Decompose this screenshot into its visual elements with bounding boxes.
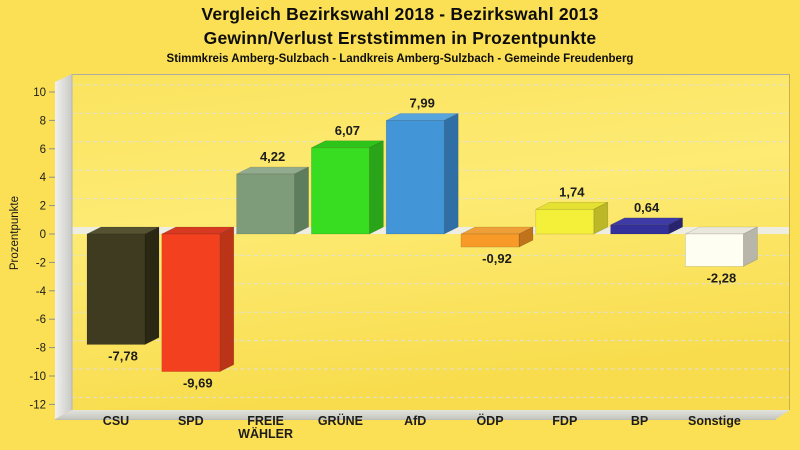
value-label: 7,99 [410, 96, 435, 111]
y-axis-title: Prozentpunkte [9, 196, 21, 271]
value-label: -0,92 [482, 251, 512, 266]
left-wall-3d [55, 74, 72, 419]
y-tick-label: -10 [29, 371, 46, 383]
bar-freiewhler-side [294, 166, 309, 235]
y-tick-label: -8 [36, 343, 46, 355]
chart-subtitle: Stimmkreis Amberg-Sulzbach - Landkreis A… [166, 53, 634, 65]
y-tick-label: 6 [40, 144, 46, 156]
floor-3d [55, 410, 790, 419]
x-category-label: SPD [178, 414, 204, 428]
value-label: 1,74 [559, 184, 585, 199]
y-tick-label: -6 [36, 314, 46, 326]
y-tick-label: 10 [33, 87, 46, 99]
y-tick-label: -2 [36, 257, 46, 269]
x-category-label: FREIE [247, 414, 284, 428]
x-category-label: WÄHLER [238, 426, 293, 441]
y-tick-label: 4 [40, 172, 47, 184]
chart-title-line1: Vergleich Bezirkswahl 2018 - Bezirkswahl… [201, 4, 599, 24]
value-label: 4,22 [260, 149, 285, 164]
value-label: 6,07 [335, 123, 360, 138]
bar-freiewhler-front [236, 173, 295, 235]
bar-afd-front [385, 120, 445, 235]
bar-sonstige-front [685, 233, 744, 267]
bar-dp-front [460, 233, 520, 248]
y-tick-label: 0 [40, 229, 46, 241]
bar-bp-front [610, 224, 669, 235]
bar-afd-side [443, 113, 459, 235]
y-tick-label: -4 [36, 286, 47, 298]
x-category-label: CSU [103, 414, 129, 428]
x-category-label: Sonstige [688, 414, 741, 428]
value-label: -2,28 [707, 270, 737, 285]
value-label: -7,78 [108, 348, 138, 363]
y-tick-label: 2 [40, 201, 46, 213]
chart-title-line2: Gewinn/Verlust Erststimmen in Prozentpun… [203, 28, 597, 48]
bar-grne-front [311, 147, 370, 235]
y-tick-label: 8 [40, 115, 46, 127]
bar-csu-side [144, 226, 160, 345]
x-category-label: BP [631, 414, 648, 428]
value-label: 0,64 [634, 200, 660, 215]
bar-fdp-front [535, 208, 595, 235]
y-tick-label: -12 [29, 399, 46, 411]
bar-spd-side [219, 226, 235, 373]
bar-csu-front [86, 233, 146, 345]
bar-grne-side [369, 140, 384, 235]
x-category-label: FDP [552, 414, 577, 428]
bar-spd-front [161, 233, 221, 372]
value-label: -9,69 [183, 376, 213, 391]
bar-sonstige-side [743, 226, 758, 267]
x-category-label: GRÜNE [318, 413, 363, 428]
x-category-label: ÖDP [476, 413, 503, 428]
x-category-label: AfD [404, 414, 426, 428]
